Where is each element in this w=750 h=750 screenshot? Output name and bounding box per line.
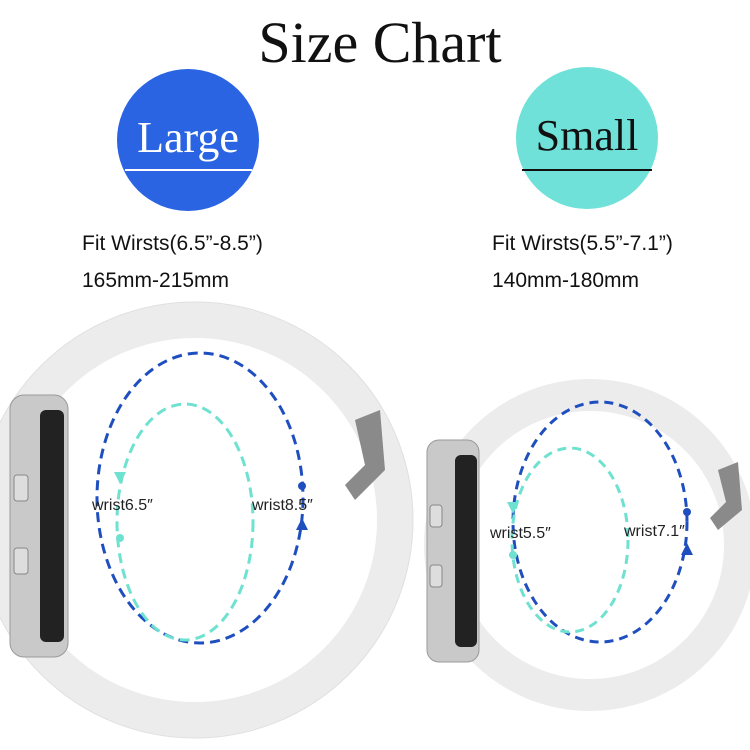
large-fit: Fit Wirsts(6.5”-8.5”) xyxy=(82,232,263,255)
large-badge-label: Large xyxy=(137,113,239,162)
small-mm: 140mm-180mm xyxy=(492,269,639,292)
small-badge-label: Small xyxy=(536,111,639,160)
small-fit: Fit Wirsts(5.5”-7.1”) xyxy=(492,232,673,255)
large-band xyxy=(0,301,414,739)
small-badge xyxy=(516,67,658,209)
title: Size Chart xyxy=(258,10,501,75)
small-outer-label: wrist7.1″ xyxy=(623,523,685,540)
small-inner-label: wrist5.5″ xyxy=(489,525,551,542)
large-outer-label: wrist8.5″ xyxy=(251,497,313,514)
large-badge xyxy=(117,69,259,211)
small-band xyxy=(424,379,750,711)
large-mm: 165mm-215mm xyxy=(82,269,229,292)
large-inner-label: wrist6.5″ xyxy=(91,497,153,514)
